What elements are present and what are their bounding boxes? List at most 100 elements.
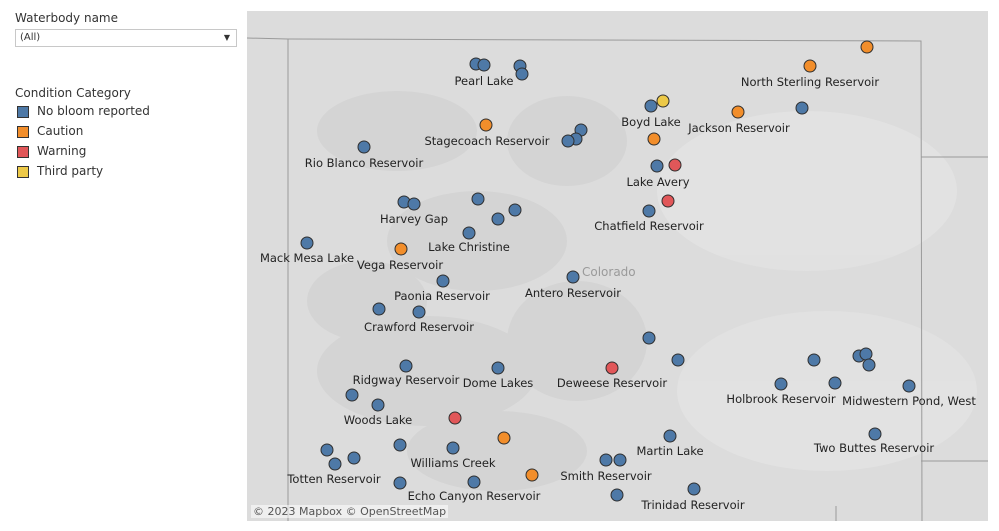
marker-crawford-1[interactable] [372,302,386,316]
legend-title: Condition Category [15,86,131,100]
state-label-colorado: Colorado [582,265,636,279]
marker-echo-2[interactable] [393,476,407,490]
marker-lake-avery[interactable] [650,159,664,173]
marker-two-buttes[interactable] [868,427,882,441]
label-dome-lakes: Dome Lakes [463,376,534,390]
label-rio-blanco: Rio Blanco Reservoir [305,156,424,170]
label-midwestern-pond: Midwestern Pond, West [842,394,976,408]
label-totten: Totten Reservoir [286,472,381,486]
marker-crawford-2[interactable] [412,305,426,319]
marker-se-1[interactable] [807,353,821,367]
marker-mid-2[interactable] [508,203,522,217]
label-lake-christine: Lake Christine [428,240,510,254]
legend-label-no-bloom: No bloom reported [37,104,150,118]
marker-chatfield[interactable] [642,204,656,218]
marker-smith-2[interactable] [613,453,627,467]
marker-boyd-third[interactable] [656,94,670,108]
marker-sw-warning[interactable] [448,411,462,425]
marker-harvey-2[interactable] [407,197,421,211]
marker-deweese[interactable] [605,361,619,375]
marker-rio-blanco[interactable] [357,140,371,154]
label-vega: Vega Reservoir [357,258,443,272]
marker-mid-3[interactable] [491,212,505,226]
label-williams-creek: Williams Creek [410,456,495,470]
marker-paonia[interactable] [436,274,450,288]
label-chatfield: Chatfield Reservoir [594,219,704,233]
label-pearl-lake: Pearl Lake [454,74,513,88]
legend-label-warning: Warning [37,144,87,158]
marker-ne-blue[interactable] [795,101,809,115]
label-two-buttes: Two Buttes Reservoir [813,441,935,455]
legend-swatch-third-party [17,166,29,178]
marker-pearl-2[interactable] [477,58,491,72]
legend-swatch-no-bloom [17,106,29,118]
marker-boyd[interactable] [644,99,658,113]
marker-central-3[interactable] [561,134,575,148]
label-ridgway: Ridgway Reservoir [353,373,460,387]
marker-north-sterling[interactable] [803,59,817,73]
label-lake-avery: Lake Avery [626,175,689,189]
label-woods-lake: Woods Lake [344,413,413,427]
marker-se-4[interactable] [862,358,876,372]
marker-midwestern-pond[interactable] [902,379,916,393]
label-holbrook: Holbrook Reservoir [726,392,835,406]
label-stagecoach: Stagecoach Reservoir [424,134,549,148]
marker-s-central-1[interactable] [642,331,656,345]
marker-s-central-2[interactable] [671,353,685,367]
marker-christine[interactable] [462,226,476,240]
markers [300,40,916,502]
marker-se-5[interactable] [828,376,842,390]
marker-dome-lakes[interactable] [491,361,505,375]
marker-mid-1[interactable] [471,192,485,206]
label-harvey-gap: Harvey Gap [380,212,448,226]
marker-williams-1[interactable] [393,438,407,452]
plains-texture [657,111,977,471]
label-north-sterling: North Sterling Reservoir [741,75,879,89]
label-antero: Antero Reservoir [525,286,621,300]
map-attribution[interactable]: © 2023 Mapbox © OpenStreetMap [251,505,449,518]
label-crawford: Crawford Reservoir [364,320,474,334]
marker-williams-caution[interactable] [497,431,511,445]
marker-echo-caution[interactable] [525,468,539,482]
marker-chatfield-warning[interactable] [661,194,675,208]
waterbody-filter-title: Waterbody name [15,11,118,25]
legend-label-third-party: Third party [37,164,104,178]
legend-swatch-warning [17,146,29,158]
marker-vega[interactable] [394,242,408,256]
marker-totten-2[interactable] [347,451,361,465]
waterbody-dropdown-value: (All) [20,32,41,43]
marker-woods-lake[interactable] [371,398,385,412]
label-echo-canyon: Echo Canyon Reservoir [408,489,541,503]
map-canvas[interactable]: Colorado [247,11,988,521]
marker-holbrook[interactable] [774,377,788,391]
label-martin-lake: Martin Lake [636,444,703,458]
marker-sw-1[interactable] [345,388,359,402]
map[interactable]: Colorado [247,11,988,521]
marker-martin-lake[interactable] [663,429,677,443]
label-smith: Smith Reservoir [560,469,652,483]
marker-boyd-caution[interactable] [647,132,661,146]
legend-swatch-caution [17,126,29,138]
marker-trinidad-2[interactable] [610,488,624,502]
marker-ridgway[interactable] [399,359,413,373]
marker-jackson[interactable] [731,105,745,119]
label-deweese: Deweese Reservoir [557,376,668,390]
marker-lake-avery-warning[interactable] [668,158,682,172]
marker-stagecoach[interactable] [479,118,493,132]
waterbody-dropdown[interactable]: (All) ▼ [15,29,237,47]
marker-se-3[interactable] [859,347,873,361]
marker-totten-1[interactable] [320,443,334,457]
marker-echo-1[interactable] [467,475,481,489]
caret-down-icon[interactable]: ▼ [223,33,230,42]
state-boundaries [247,37,988,521]
marker-pearl-4[interactable] [515,67,529,81]
marker-totten-3[interactable] [328,457,342,471]
marker-antero[interactable] [566,270,580,284]
marker-trinidad[interactable] [687,482,701,496]
terrain-texture [307,91,647,491]
marker-smith-1[interactable] [599,453,613,467]
marker-ne-caution-1[interactable] [860,40,874,54]
marker-mack-mesa[interactable] [300,236,314,250]
label-mack-mesa: Mack Mesa Lake [260,251,354,265]
marker-williams-2[interactable] [446,441,460,455]
